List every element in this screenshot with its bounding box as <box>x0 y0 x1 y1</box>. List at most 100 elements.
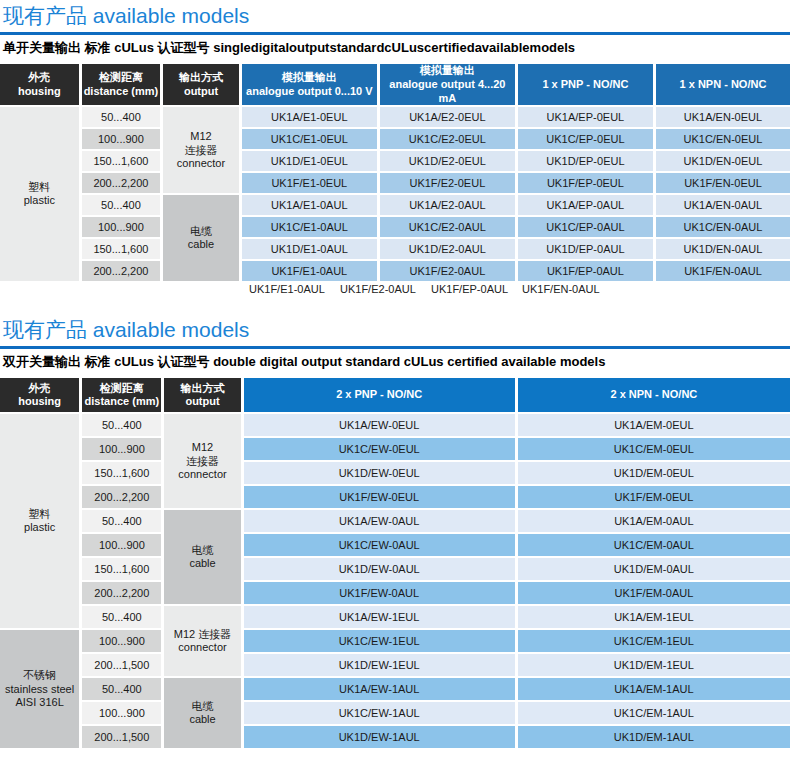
model-cell: UK1A/EM-0AUL <box>518 510 790 532</box>
distance-cell: 100...900 <box>82 534 161 556</box>
distance-cell: 200...2,200 <box>82 582 161 604</box>
clipped-duplicate-row: UK1F/E1-0AULUK1F/E2-0AULUK1F/EP-0AULUK1F… <box>249 283 790 296</box>
distance-cell: 150...1,600 <box>82 151 161 171</box>
table-row: 200...2,200 UK1F/EW-0AULUK1F/EM-0AUL <box>0 582 790 604</box>
model-cell: UK1A/EW-0EUL <box>244 414 515 436</box>
distance-cell: 100...900 <box>82 630 161 652</box>
model-cell: UK1F/EN-0EUL <box>656 173 790 193</box>
table-row: 100...900 UK1C/E1-0AULUK1C/E2-0AULUK1C/EP… <box>0 217 790 237</box>
model-cell: UK1F/EM-0AUL <box>518 582 790 604</box>
model-cell: UK1D/E2-0AUL <box>380 239 515 259</box>
model-cell: UK1C/EP-0AUL <box>518 217 653 237</box>
distance-cell: 200...1,500 <box>82 654 161 676</box>
model-cell: UK1A/EW-1EUL <box>244 606 515 628</box>
column-header: 输出方式output <box>163 64 239 105</box>
table-row: 50...400电缆cableUK1A/EW-0AULUK1A/EM-0AUL <box>0 510 790 532</box>
model-cell: UK1C/EN-0EUL <box>656 129 790 149</box>
column-header: 外壳housing <box>0 378 79 412</box>
output-cell: 电缆cable <box>163 195 239 281</box>
model-cell: UK1C/EM-0AUL <box>518 534 790 556</box>
housing-cell: 塑料plastic <box>0 107 79 281</box>
model-cell: UK1D/EM-0AUL <box>518 558 790 580</box>
model-cell: UK1D/EM-0EUL <box>518 462 790 484</box>
distance-cell: 200...2,200 <box>82 173 161 193</box>
table-row: 塑料plastic50...400M12连接器connectorUK1A/EW-… <box>0 414 790 436</box>
distance-cell: 100...900 <box>82 702 161 724</box>
model-cell: UK1D/E1-0EUL <box>242 151 377 171</box>
model-cell: UK1A/EN-0AUL <box>656 195 790 215</box>
model-cell: UK1A/E1-0EUL <box>242 107 377 127</box>
table-row: 150...1,600 UK1D/EW-0EULUK1D/EM-0EUL <box>0 462 790 484</box>
housing-cell: 塑料plastic <box>0 414 79 628</box>
distance-cell: 50...400 <box>82 107 161 127</box>
distance-cell: 100...900 <box>82 217 161 237</box>
output-cell: M12连接器connector <box>164 414 240 508</box>
table-row: 100...900 UK1C/EW-0AULUK1C/EM-0AUL <box>0 534 790 556</box>
model-cell: UK1A/E2-0AUL <box>380 195 515 215</box>
model-cell: UK1C/EM-0EUL <box>518 438 790 460</box>
column-header: 检测距离distance (mm) <box>82 64 161 105</box>
section-single-output: 现有产品 available models 单开关量输出 标准 cULus 认证… <box>0 3 790 296</box>
header-row: 外壳housing检测距离distance (mm)输出方式output2 x … <box>0 378 790 412</box>
column-header: 2 x PNP - NO/NC <box>244 378 515 412</box>
model-cell: UK1D/EP-0AUL <box>518 239 653 259</box>
table-row: 塑料plastic50...400M12连接器connectorUK1A/E1-… <box>0 107 790 127</box>
model-cell: UK1F/E2-0AUL <box>380 261 515 281</box>
distance-cell: 50...400 <box>82 414 161 436</box>
model-cell: UK1A/EM-0EUL <box>518 414 790 436</box>
distance-cell: 50...400 <box>82 606 161 628</box>
model-cell: UK1D/EW-1AUL <box>244 726 515 748</box>
header-row: 外壳housing检测距离distance (mm)输出方式output模拟量输… <box>0 64 790 105</box>
column-header: 2 x NPN - NO/NC <box>518 378 790 412</box>
output-cell: 电缆cable <box>164 678 240 748</box>
model-cell: UK1F/EW-0EUL <box>244 486 515 508</box>
table-row: 200...1,500UK1D/EW-1AULUK1D/EM-1AUL <box>0 726 790 748</box>
model-cell: UK1C/EM-1AUL <box>518 702 790 724</box>
clipped-model-text: UK1F/E2-0AUL <box>340 283 431 296</box>
model-cell: UK1C/E1-0AUL <box>242 217 377 237</box>
model-cell: UK1C/EW-0AUL <box>244 534 515 556</box>
table-row: 200...1,500UK1D/EW-1EULUK1D/EM-1EUL <box>0 654 790 676</box>
distance-cell: 100...900 <box>82 129 161 149</box>
model-cell: UK1D/EP-0EUL <box>518 151 653 171</box>
distance-cell: 100...900 <box>82 438 161 460</box>
model-cell: UK1C/E1-0EUL <box>242 129 377 149</box>
column-header: 模拟量输出analogue output 0...10 V <box>242 64 377 105</box>
model-cell: UK1C/EN-0AUL <box>656 217 790 237</box>
table-row: 150...1,600UK1D/E1-0EULUK1D/E2-0EULUK1D/… <box>0 151 790 171</box>
section-subtitle: 单开关量输出 标准 cULus 认证型号 singledigitaloutput… <box>3 40 790 55</box>
table-row: 50...400电缆cableUK1A/E1-0AULUK1A/E2-0AULU… <box>0 195 790 215</box>
section-subtitle: 双开关量输出 标准 cULus 认证型号 double digital outp… <box>3 354 790 369</box>
model-cell: UK1A/EM-1AUL <box>518 678 790 700</box>
table-row: 100...900UK1C/E1-0EULUK1C/E2-0EULUK1C/EP… <box>0 129 790 149</box>
column-header: 1 x PNP - NO/NC <box>518 64 653 105</box>
clipped-model-text: UK1F/EN-0AUL <box>522 283 613 296</box>
model-cell: UK1F/EW-0AUL <box>244 582 515 604</box>
distance-cell: 200...2,200 <box>82 486 161 508</box>
model-cell: UK1D/EM-1EUL <box>518 654 790 676</box>
model-cell: UK1A/EP-0AUL <box>518 195 653 215</box>
single-output-models-table: 外壳housing检测距离distance (mm)输出方式output模拟量输… <box>0 62 790 283</box>
distance-cell: 150...1,600 <box>82 558 161 580</box>
column-header: 1 x NPN - NO/NC <box>656 64 790 105</box>
model-cell: UK1D/EW-0EUL <box>244 462 515 484</box>
model-cell: UK1A/E1-0AUL <box>242 195 377 215</box>
model-cell: UK1A/EW-0AUL <box>244 510 515 532</box>
distance-cell: 150...1,600 <box>82 462 161 484</box>
clipped-model-text: UK1F/E1-0AUL <box>249 283 340 296</box>
distance-cell: 50...400 <box>82 678 161 700</box>
model-cell: UK1F/EN-0AUL <box>656 261 790 281</box>
section-double-output: 现有产品 available models 双开关量输出 标准 cULus 认证… <box>0 317 790 750</box>
model-cell: UK1C/E2-0AUL <box>380 217 515 237</box>
model-cell: UK1C/EM-1EUL <box>518 630 790 652</box>
table-row: 50...400电缆cableUK1A/EW-1AULUK1A/EM-1AUL <box>0 678 790 700</box>
table-row: 200...2,200UK1F/E1-0EULUK1F/E2-0EULUK1F/… <box>0 173 790 193</box>
model-cell: UK1A/EP-0EUL <box>518 107 653 127</box>
output-cell: 电缆cable <box>164 510 240 604</box>
page-title: 现有产品 available models <box>3 3 790 29</box>
distance-cell: 50...400 <box>82 510 161 532</box>
output-cell: M12连接器connector <box>163 107 239 193</box>
model-cell: UK1C/EP-0EUL <box>518 129 653 149</box>
distance-cell: 50...400 <box>82 195 161 215</box>
column-header: 外壳housing <box>0 64 79 105</box>
